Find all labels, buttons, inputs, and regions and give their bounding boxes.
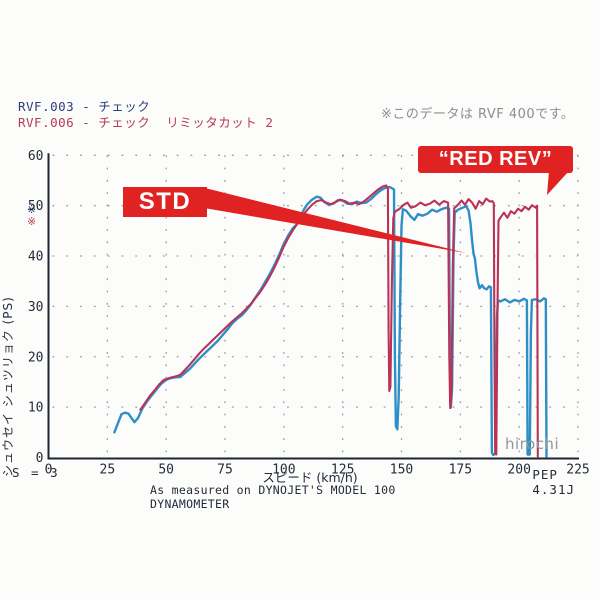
- legend-run-1: RVF.003 - チェック: [18, 99, 151, 114]
- y-tick-label-20: 20: [28, 350, 44, 365]
- y-tick-label-60: 60: [28, 149, 44, 164]
- x-tick-label-0: 0: [45, 463, 53, 478]
- red-rev-callout: “RED REV”: [418, 146, 573, 173]
- x-tick-label-125: 125: [331, 463, 354, 478]
- x-tick-label-25: 25: [100, 463, 116, 478]
- red-rev-callout-tail: [547, 171, 569, 195]
- series-mark-blue: ※: [27, 203, 37, 216]
- pep-version-label: PEP 4.31J: [532, 467, 576, 497]
- y-tick-label-50: 50: [28, 199, 44, 214]
- y-tick-label-30: 30: [28, 300, 44, 315]
- legend-run-2: RVF.006 - チェック リミッタカット 2: [18, 115, 274, 130]
- series-mark-red: ※: [27, 215, 37, 228]
- y-tick-label-10: 10: [28, 401, 44, 416]
- std-callout: STD: [123, 187, 207, 217]
- x-tick-label-75: 75: [217, 463, 233, 478]
- x-axis-title: スピード (km/h): [262, 470, 358, 485]
- data-source-note: ※このデータは RVF 400です。: [381, 107, 575, 122]
- std-callout-arrow: [207, 188, 466, 253]
- x-tick-label-200: 200: [507, 463, 530, 478]
- std-callout-label: STD: [138, 188, 192, 215]
- smoothing-label: S = 3: [12, 465, 60, 480]
- curve-red-rev: [139, 184, 539, 458]
- dyno-credit-line: As measured on DYNOJET'S MODEL 100 DYNAM…: [150, 483, 396, 511]
- x-tick-label-150: 150: [390, 463, 413, 478]
- y-tick-label-40: 40: [28, 250, 44, 265]
- x-tick-label-225: 225: [566, 463, 589, 478]
- x-tick-label-100: 100: [272, 463, 295, 478]
- y-tick-label-0: 0: [36, 451, 44, 466]
- red-rev-callout-label: “RED REV”: [438, 148, 553, 170]
- x-tick-label-50: 50: [158, 463, 174, 478]
- watermark: hirochi: [505, 435, 560, 453]
- x-tick-label-175: 175: [449, 463, 472, 478]
